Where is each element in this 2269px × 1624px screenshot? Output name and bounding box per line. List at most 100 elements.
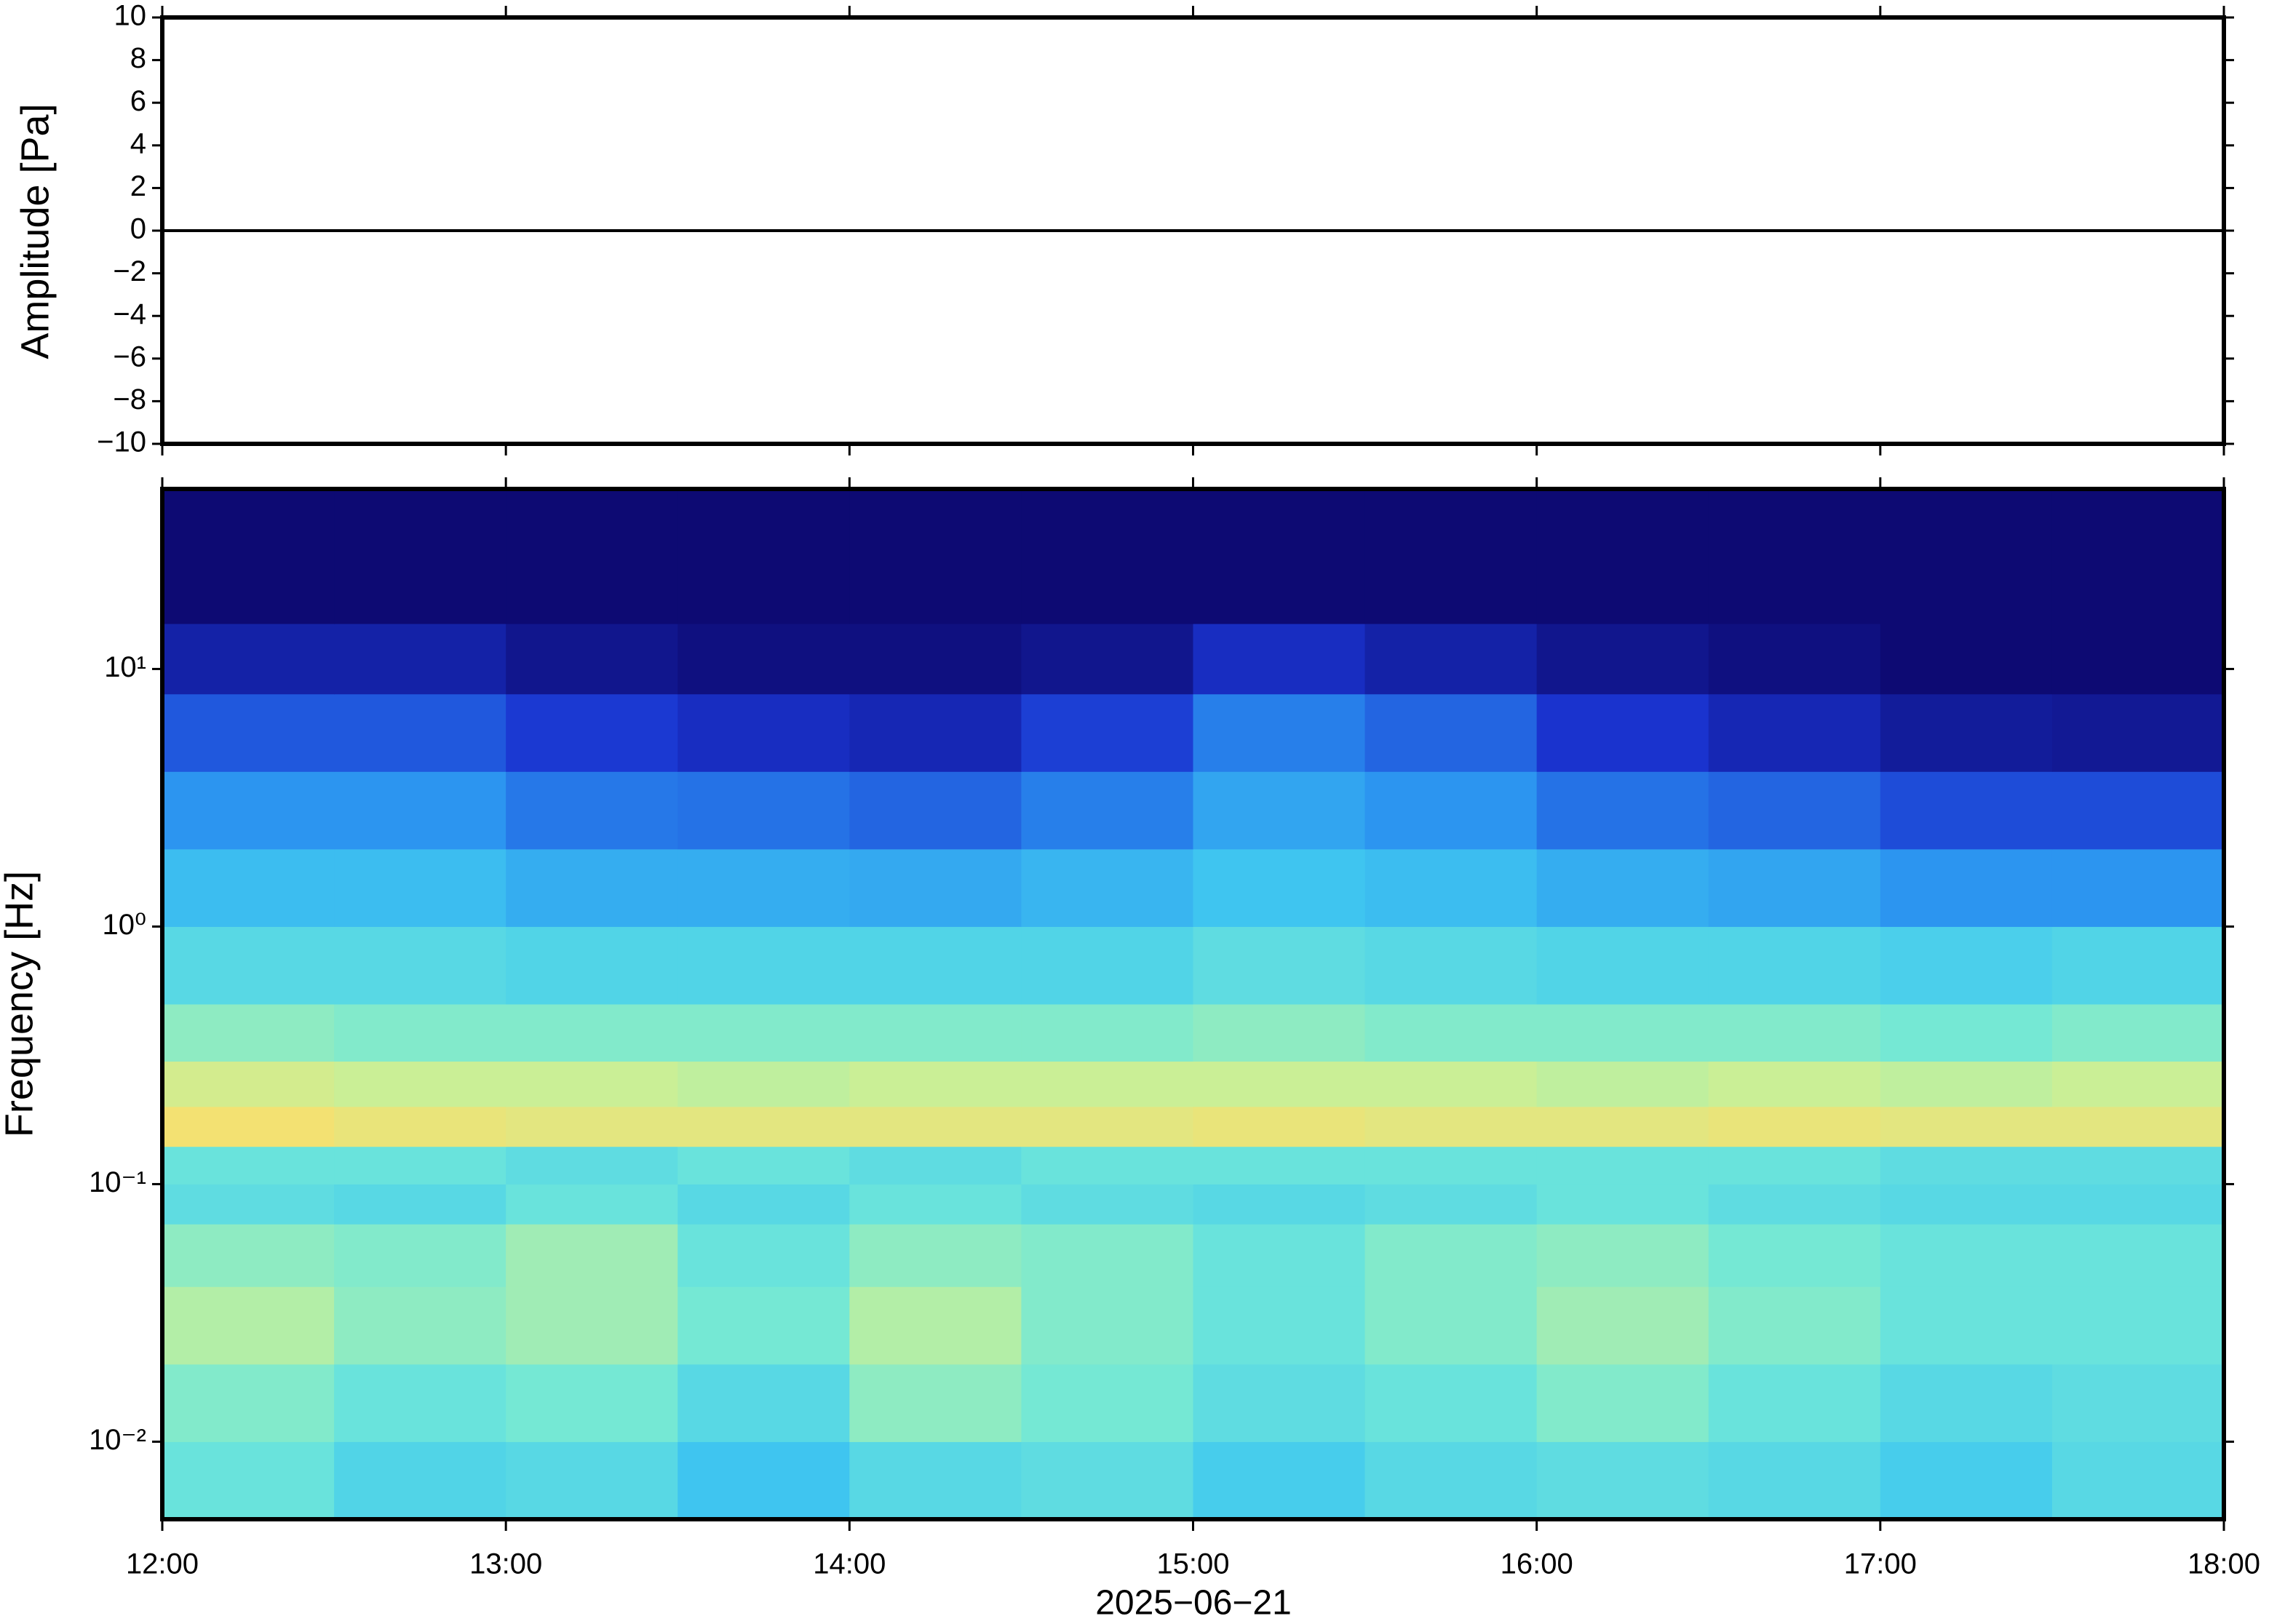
spectrogram-cell — [1364, 1004, 1538, 1062]
spectrogram-cell — [1364, 1184, 1538, 1225]
spectrogram-cell — [162, 693, 335, 772]
spectrogram-cell — [849, 1146, 1022, 1185]
spectrogram-cell — [677, 1224, 850, 1287]
spectrogram-cell — [2051, 1441, 2225, 1520]
spectrogram-cell — [334, 1004, 506, 1062]
spectrogram-cell — [677, 624, 850, 695]
spectrogram-cell — [1021, 1286, 1193, 1365]
spectrogram-cell — [677, 926, 850, 1005]
y-tick-label: 4 — [130, 127, 146, 159]
spectrogram-cell — [1364, 693, 1538, 772]
spectrogram-cell — [849, 1224, 1022, 1287]
spectrogram-cell — [2051, 848, 2225, 927]
spectrogram-cell — [849, 771, 1022, 850]
spectrogram-cell — [2051, 1364, 2225, 1442]
spectrogram-cell — [1021, 693, 1193, 772]
spectrogram-cell — [2051, 489, 2225, 624]
spectrogram-cell — [1880, 1061, 2053, 1107]
spectrogram-cell — [677, 1106, 850, 1147]
y-tick-label: 2 — [130, 170, 146, 202]
spectrogram-cell — [1880, 624, 2053, 695]
spectrogram-cell — [2051, 1184, 2225, 1225]
spectrogram-cell — [1708, 624, 1881, 695]
spectrogram-cell — [1880, 1286, 2053, 1365]
spectrogram-cell — [677, 848, 850, 927]
spectrogram-cell — [1364, 1061, 1538, 1107]
spectrogram-cell — [1193, 1441, 1366, 1520]
spectrogram-cell — [677, 1441, 850, 1520]
spectrogram-cell — [1708, 1146, 1881, 1185]
spectrogram-cell — [849, 1061, 1022, 1107]
spectrogram-cell — [1193, 624, 1366, 695]
x-tick-label: 12:00 — [126, 1548, 199, 1580]
spectrogram-cell — [162, 1224, 335, 1287]
spectrogram-cell — [1021, 1004, 1193, 1062]
spectrogram-cell — [1536, 1061, 1709, 1107]
spectrogram-cell — [162, 1184, 335, 1225]
spectrogram-cell — [1193, 1286, 1366, 1365]
spectrogram-cell — [162, 1106, 335, 1147]
spectrogram-cell — [1880, 771, 2053, 850]
spectrogram-cell — [1536, 1106, 1709, 1147]
spectrogram-cell — [2051, 693, 2225, 772]
spectrogram-cell — [1880, 1146, 2053, 1185]
spectrogram-cell — [1536, 771, 1709, 850]
spectrogram-cell — [1021, 771, 1193, 850]
spectrogram-cell — [2051, 1061, 2225, 1107]
x-tick-label: 15:00 — [1156, 1548, 1229, 1580]
spectrogram-cell — [162, 771, 335, 850]
spectrogram-cell — [334, 489, 506, 624]
spectrogram-cell — [162, 1364, 335, 1442]
spectrogram-cell — [1880, 1106, 2053, 1147]
spectrogram-cell — [1193, 848, 1366, 927]
spectrogram-cell — [1364, 1106, 1538, 1147]
spectrogram-cell — [1021, 926, 1193, 1005]
y-tick-label: 10⁻² — [89, 1424, 146, 1456]
spectrogram-cell — [1708, 1061, 1881, 1107]
spectrogram-cell — [1364, 1286, 1538, 1365]
y-tick-label: −2 — [113, 255, 146, 287]
spectrogram-cell — [849, 1441, 1022, 1520]
spectrogram-cell — [334, 624, 506, 695]
spectrogram-cell — [1193, 1364, 1366, 1442]
y-tick-label: 10 — [114, 0, 147, 32]
y-tick-label: −8 — [113, 383, 146, 415]
spectrogram-cell — [506, 1106, 678, 1147]
spectrogram-cell — [1708, 771, 1881, 850]
spectrogram-cell — [506, 1061, 678, 1107]
spectrogram-cell — [162, 926, 335, 1005]
x-tick-label: 18:00 — [2187, 1548, 2260, 1580]
spectrogram-cell — [1708, 848, 1881, 927]
spectrogram-cell — [1536, 1364, 1709, 1442]
spectrogram-cell — [506, 624, 678, 695]
spectrogram-cell — [1536, 1224, 1709, 1287]
spectrogram-cell — [162, 624, 335, 695]
spectrogram-cell — [334, 1061, 506, 1107]
spectrogram-cell — [1880, 1004, 2053, 1062]
spectrogram-cell — [2051, 1224, 2225, 1287]
spectrogram-cell — [1708, 1106, 1881, 1147]
spectrogram-cell — [506, 693, 678, 772]
spectrogram-cell — [2051, 1286, 2225, 1365]
spectrogram-cell — [162, 1441, 335, 1520]
plot-frame — [160, 487, 2226, 1521]
spectrogram-cell — [1708, 1184, 1881, 1225]
spectrogram-cell — [1536, 1441, 1709, 1520]
spectrogram-cell — [506, 1286, 678, 1365]
spectrogram-cell — [162, 848, 335, 927]
spectrogram-cell — [506, 926, 678, 1005]
spectrogram-cell — [1536, 693, 1709, 772]
spectrogram-cell — [1364, 1364, 1538, 1442]
spectrogram-cell — [1708, 1004, 1881, 1062]
spectrogram-cell — [334, 848, 506, 927]
spectrogram-cell — [2051, 1004, 2225, 1062]
spectrogram-cell — [1708, 1286, 1881, 1365]
spectrogram-cell — [1536, 1184, 1709, 1225]
spectrogram-cell — [677, 1286, 850, 1365]
spectrogram-cell — [2051, 926, 2225, 1005]
spectrogram-cell — [849, 693, 1022, 772]
spectrogram-cell — [1536, 624, 1709, 695]
spectrogram-cell — [334, 926, 506, 1005]
spectrogram-cell — [1880, 848, 2053, 927]
